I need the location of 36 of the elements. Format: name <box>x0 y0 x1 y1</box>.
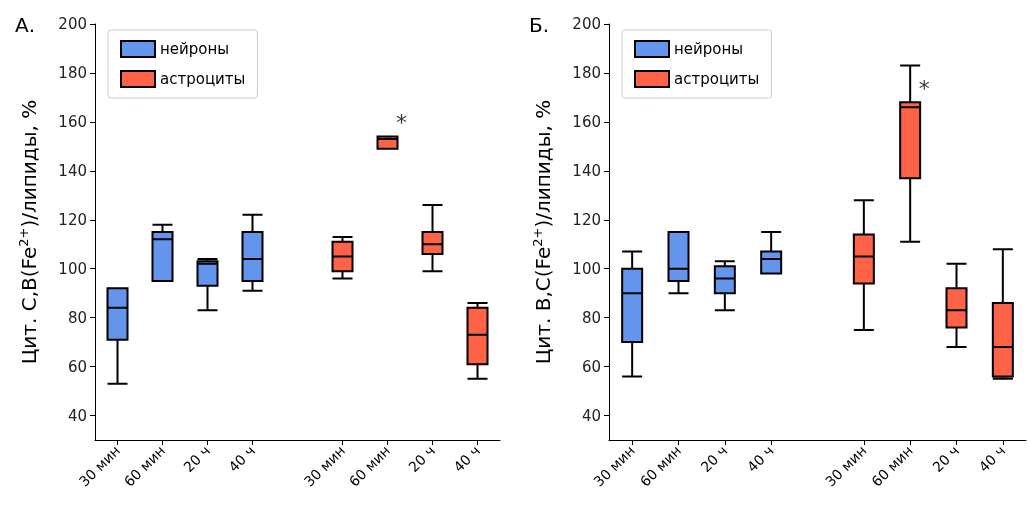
y-tick-label: 40 <box>581 406 601 425</box>
y-tick-label: 80 <box>67 308 87 327</box>
y-tick-label: 200 <box>58 15 87 33</box>
legend-label: нейроны <box>674 40 744 58</box>
x-tick-label: 40 ч <box>743 442 777 476</box>
y-tick-label: 60 <box>67 357 87 376</box>
y-tick-label: 40 <box>67 406 87 425</box>
y-axis-title: Цит. B,C(Fe2+)/липиды, % <box>530 99 555 365</box>
chart-title: Б. <box>529 13 550 37</box>
chart-title: А. <box>15 13 36 37</box>
y-tick-label: 140 <box>58 161 87 180</box>
y-tick-label: 100 <box>572 259 601 278</box>
y-tick-label: 80 <box>581 308 601 327</box>
x-tick-label: 40 ч <box>450 442 484 476</box>
x-tick-label: 20 ч <box>697 442 731 476</box>
y-tick-label: 180 <box>58 63 87 82</box>
y-tick-label: 140 <box>572 161 601 180</box>
y-tick-label: 120 <box>572 210 601 229</box>
legend-label: астроциты <box>160 70 246 88</box>
legend-label: астроциты <box>674 70 760 88</box>
y-tick-label: 100 <box>58 259 87 278</box>
x-tick-label: 20 ч <box>180 442 214 476</box>
x-tick-label: 40 ч <box>225 442 259 476</box>
y-tick-label: 180 <box>572 63 601 82</box>
y-tick-label: 60 <box>581 357 601 376</box>
y-axis-title: Цит. C,B(Fe2+)/липиды, % <box>16 99 41 365</box>
y-tick-label: 120 <box>58 210 87 229</box>
y-tick-label: 200 <box>572 15 601 33</box>
annotation: * <box>918 75 930 101</box>
y-tick-label: 160 <box>58 112 87 131</box>
legend-label: нейроны <box>160 40 230 58</box>
x-tick-label: 40 ч <box>975 442 1009 476</box>
annotation: * <box>396 110 407 136</box>
x-tick-label: 20 ч <box>929 442 963 476</box>
x-tick-label: 20 ч <box>405 442 439 476</box>
y-tick-label: 160 <box>572 112 601 131</box>
